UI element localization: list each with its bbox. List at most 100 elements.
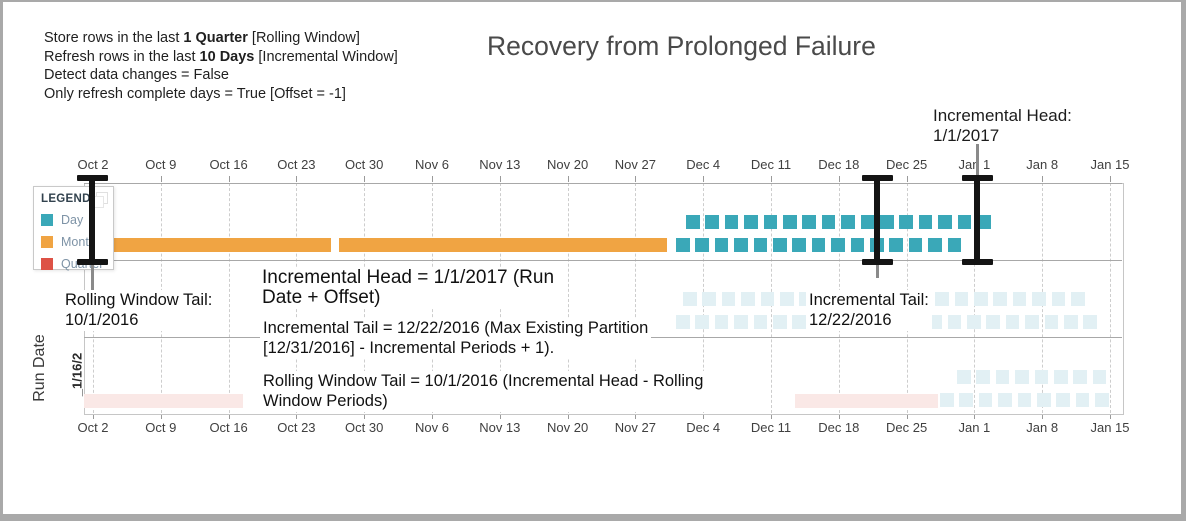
faded-quarter-partition-bar <box>795 394 938 408</box>
top-axis-tick-mark <box>906 176 908 182</box>
day-partition-square <box>792 238 806 252</box>
faded-day-partition-square <box>760 292 775 306</box>
day-partition-square <box>880 215 894 229</box>
top-axis-tick-mark <box>499 176 501 182</box>
faded-day-partition-square <box>974 292 988 306</box>
marker-connector <box>975 144 979 175</box>
day-partition-square <box>957 215 972 229</box>
incremental-head-label-line1: Incremental Head: <box>933 106 1072 125</box>
faded-day-partition-square <box>976 370 990 384</box>
day-partition-square <box>695 238 709 252</box>
faded-day-partition-square <box>695 315 709 329</box>
top-axis-tick-mark <box>1110 176 1111 182</box>
day-partition-square <box>705 215 719 229</box>
top-axis-line <box>84 183 1122 184</box>
faded-day-partition-square <box>1017 393 1032 407</box>
faded-day-partition-square <box>1064 315 1078 329</box>
top-axis-tick-mark <box>160 176 162 182</box>
top-axis-tick-label: Jan 15 <box>1090 157 1130 172</box>
config-line: Refresh rows in the last 10 Days [Increm… <box>44 48 398 65</box>
top-axis-tick-label: Oct 9 <box>145 157 177 172</box>
top-axis-tick-mark <box>1042 176 1044 182</box>
top-axis-tick-label: Oct 23 <box>277 157 316 172</box>
day-partition-square <box>744 215 758 229</box>
bottom-axis-tick-mark <box>567 414 569 419</box>
top-axis-tick-label: Dec 25 <box>885 157 928 172</box>
faded-day-partition-square <box>1015 370 1029 384</box>
day-partition-square <box>841 215 855 229</box>
faded-day-partition-square <box>947 315 962 329</box>
faded-day-partition-square <box>935 292 949 306</box>
rolling-window-tail-note-line: Window Periods) <box>263 391 388 410</box>
legend-item-label: Day <box>61 213 84 227</box>
day-partition-square <box>686 215 700 229</box>
day-partition-square <box>860 215 875 229</box>
bottom-axis-tick-mark <box>364 414 366 419</box>
day-partition-square <box>753 238 768 252</box>
quarter-swatch-icon <box>41 258 53 270</box>
top-axis-tick-label: Dec 11 <box>750 157 792 172</box>
faded-day-partition-square <box>1012 292 1027 306</box>
incremental-tail-callout-line: 12/22/2016 <box>809 310 892 329</box>
day-partition-square <box>676 238 690 252</box>
range-marker-incremental-tail <box>861 259 893 265</box>
faded-day-partition-square <box>1071 292 1085 306</box>
top-axis-tick-mark <box>703 176 705 182</box>
incremental-tail-note: Incremental Tail = 12/22/2016 (Max Exist… <box>260 318 652 359</box>
month-swatch-icon <box>41 236 53 248</box>
top-axis-tick-mark <box>635 176 637 182</box>
day-partition-square <box>977 215 991 229</box>
pages-icon <box>92 192 108 208</box>
faded-day-partition-square <box>978 393 993 407</box>
faded-day-partition-square <box>957 370 971 384</box>
incremental-head-note-line: Date + Offset) <box>262 286 381 308</box>
faded-day-partition-square <box>1083 315 1097 329</box>
faded-day-partition-square <box>676 315 690 329</box>
top-axis-tick-mark <box>228 176 230 182</box>
incremental-tail-note-line: [12/31/2016] - Incremental Periods + 1). <box>263 338 555 357</box>
incremental-head-label-line2: 1/1/2017 <box>933 126 1000 145</box>
bottom-axis-tick-label: Nov 6 <box>415 420 449 435</box>
top-axis-tick-label: Dec 4 <box>686 157 721 172</box>
incremental-tail-note-line: Incremental Tail = 12/22/2016 (Max Exist… <box>263 319 649 337</box>
config-line: Detect data changes = False <box>44 67 229 83</box>
faded-day-partition-square <box>1034 370 1049 384</box>
top-axis-tick-mark <box>771 176 772 182</box>
faded-day-partition-square <box>1032 292 1046 306</box>
faded-day-partition-square <box>1092 370 1107 384</box>
day-partition-square <box>889 238 903 252</box>
faded-day-partition-square <box>998 393 1012 407</box>
faded-day-partition-square <box>773 315 787 329</box>
day-swatch-icon <box>41 214 53 226</box>
day-partition-square <box>908 238 923 252</box>
bottom-axis-tick-mark <box>974 414 976 419</box>
faded-day-partition-square <box>1005 315 1020 329</box>
day-partition-square <box>714 238 729 252</box>
week-gridline <box>228 183 230 413</box>
faded-day-partition-square <box>967 315 981 329</box>
config-line: Store rows in the last 1 Quarter [Rollin… <box>44 30 360 46</box>
bottom-axis-tick-mark <box>160 414 162 419</box>
day-partition-square <box>928 238 942 252</box>
day-partition-square <box>734 238 748 252</box>
day-partition-square <box>947 238 962 252</box>
day-partition-square <box>763 215 778 229</box>
faded-day-partition-square <box>702 292 716 306</box>
faded-day-partition-square <box>1044 315 1059 329</box>
incremental-head-note-line: Incremental Head = 1/1/2017 (Run <box>262 267 555 288</box>
bottom-axis-tick-label: Oct 23 <box>277 420 316 435</box>
top-axis-tick-mark <box>838 176 840 182</box>
faded-day-partition-square <box>741 292 755 306</box>
bottom-axis-tick-mark <box>838 414 840 419</box>
bottom-axis-tick-mark <box>93 414 94 419</box>
bottom-axis-tick-label: Oct 2 <box>77 420 109 435</box>
faded-day-partition-square <box>954 292 969 306</box>
incremental-head-note: Incremental Head = 1/1/2017 (Run Date + O… <box>259 267 558 308</box>
top-axis-tick-label: Jan 1 <box>958 157 991 172</box>
range-marker-incremental-head <box>961 259 993 265</box>
week-gridline <box>567 183 569 413</box>
faded-day-partition-square <box>1073 370 1087 384</box>
marker-connector <box>90 265 94 292</box>
faded-day-partition-square <box>734 315 748 329</box>
